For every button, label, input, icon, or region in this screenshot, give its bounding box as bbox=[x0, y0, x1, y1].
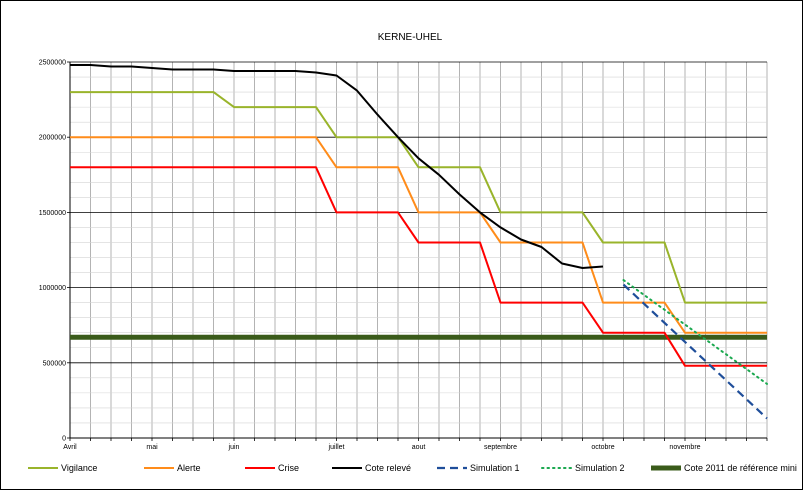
chart-title: KERNE-UHEL bbox=[378, 32, 443, 43]
x-tick-label: Avril bbox=[63, 444, 77, 451]
series-line-simulation-1 bbox=[622, 283, 768, 420]
series-line-simulation-2 bbox=[622, 279, 768, 385]
grid-layer bbox=[70, 61, 768, 439]
axes-layer: 0 500000 1000000 1500000 2000000 2500000 Avril… bbox=[39, 60, 768, 451]
y-tick-label: 2000000 bbox=[39, 135, 66, 142]
legend-label: Cote relevé bbox=[365, 463, 411, 473]
legend: Vigilance Alerte Crise Cote relevé Simulatio… bbox=[28, 463, 797, 473]
legend-label: Crise bbox=[278, 463, 299, 473]
y-tick-label: 1500000 bbox=[39, 210, 66, 217]
x-tick-label: juin bbox=[228, 444, 240, 451]
y-tick-label: 500000 bbox=[43, 360, 66, 367]
series-line-alerte bbox=[70, 136, 767, 334]
x-tick-label: juillet bbox=[328, 444, 345, 451]
x-tick-label: mai bbox=[146, 444, 158, 451]
x-tick-label: aout bbox=[412, 444, 426, 451]
series-line-vigilance bbox=[70, 91, 767, 304]
y-tick-label: 0 bbox=[62, 436, 66, 443]
x-tick-label: octobre bbox=[591, 444, 614, 451]
series-layer bbox=[70, 64, 768, 420]
x-tick-label: septembre bbox=[484, 444, 517, 451]
legend-label: Cote 2011 de référence mini bbox=[684, 463, 797, 473]
series-line-crise bbox=[70, 166, 767, 367]
y-tick-label: 1000000 bbox=[39, 285, 66, 292]
legend-label: Alerte bbox=[177, 463, 201, 473]
legend-label: Simulation 2 bbox=[575, 463, 625, 473]
legend-label: Vigilance bbox=[61, 463, 97, 473]
legend-label: Simulation 1 bbox=[470, 463, 520, 473]
series-line-cote-releve bbox=[70, 64, 604, 269]
y-tick-label: 2500000 bbox=[39, 60, 66, 67]
x-tick-label: novembre bbox=[669, 444, 700, 451]
